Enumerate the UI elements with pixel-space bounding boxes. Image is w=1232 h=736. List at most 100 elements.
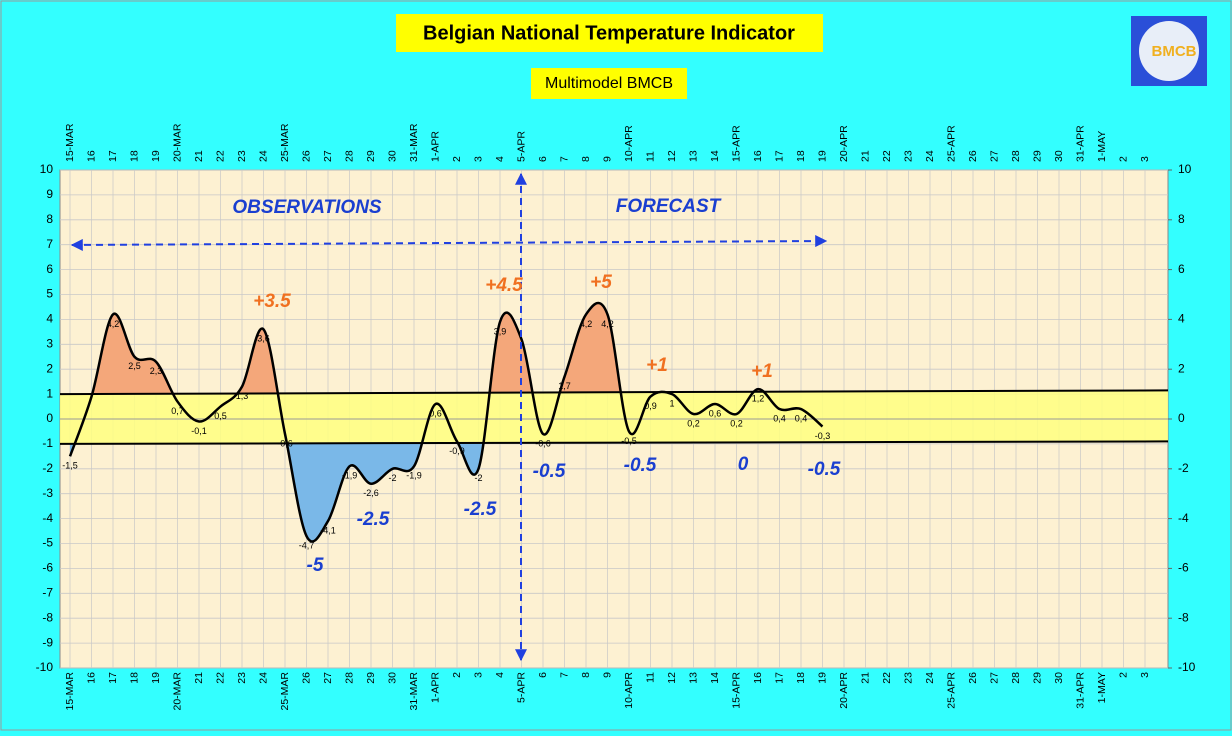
x-tick-label-top: 27 (988, 150, 1000, 162)
y-tick-label: 10 (40, 162, 54, 176)
x-tick-label-bottom: 17 (773, 672, 785, 684)
y-tick-label: -6 (42, 561, 53, 575)
above-area (70, 303, 823, 395)
y2-tick-label: 10 (1178, 162, 1192, 176)
data-label: 0,2 (687, 418, 700, 428)
x-tick-label-bottom: 11 (644, 672, 656, 683)
y-tick-label: -9 (42, 635, 53, 649)
x-tick-label-bottom: 19 (816, 672, 828, 684)
y-tick-label: 3 (46, 336, 53, 350)
x-tick-label-top: 31-APR (1074, 125, 1086, 162)
x-tick-label-bottom: 25-MAR (279, 672, 291, 711)
annotation: -5 (307, 555, 324, 576)
x-tick-label-top: 26 (967, 150, 979, 162)
x-tick-label-bottom: 13 (687, 672, 699, 684)
data-label: 0,2 (730, 418, 743, 428)
chart-title: Belgian National Temperature Indicator (423, 22, 795, 44)
y-tick-label: 6 (46, 262, 53, 276)
x-tick-label-top: 25-MAR (279, 123, 291, 162)
x-tick-label-top: 7 (558, 156, 570, 162)
x-tick-label-bottom: 19 (150, 672, 162, 684)
x-tick-label-bottom: 16 (752, 672, 764, 684)
annotation: +1 (751, 361, 773, 382)
period-arrow (70, 235, 828, 251)
y2-tick-label: -6 (1178, 561, 1189, 575)
data-label: 2,3 (150, 366, 163, 376)
x-tick-label-bottom: 20-APR (838, 672, 850, 709)
y-tick-label: -5 (42, 536, 53, 550)
data-label: 0,6 (709, 408, 722, 418)
y2-tick-label: -8 (1178, 610, 1189, 624)
x-tick-label-top: 17 (107, 150, 119, 162)
data-label: 1,3 (236, 391, 249, 401)
y-tick-label: 9 (46, 187, 53, 201)
x-tick-label-top: 17 (773, 150, 785, 162)
x-tick-label-top: 15-APR (730, 125, 742, 162)
data-label: -2,6 (363, 488, 379, 498)
x-tick-label-bottom: 18 (795, 672, 807, 684)
x-tick-label-top: 8 (580, 156, 592, 162)
x-tick-label-bottom: 29 (365, 672, 377, 684)
x-tick-label-bottom: 22 (214, 672, 226, 684)
data-label: 4,2 (601, 319, 614, 329)
x-tick-label-bottom: 27 (988, 672, 1000, 684)
x-tick-label-top: 30 (386, 150, 398, 162)
annotation: +5 (590, 272, 612, 293)
data-label: 0,6 (429, 408, 442, 418)
x-tick-label-top: 31-MAR (408, 123, 420, 162)
y-tick-label: -10 (36, 660, 54, 674)
data-label: 0,9 (644, 401, 657, 411)
x-tick-label-top: 25-APR (945, 125, 957, 162)
data-label: 1 (669, 398, 674, 408)
x-tick-label-top: 29 (365, 150, 377, 162)
x-tick-label-top: 1-MAY (1096, 131, 1108, 162)
x-tick-label-top: 22 (214, 150, 226, 162)
x-tick-label-top: 19 (150, 150, 162, 162)
x-tick-label-top: 14 (709, 150, 721, 162)
annotation: -2.5 (357, 509, 390, 530)
y2-tick-label: 0 (1178, 411, 1185, 425)
data-label: 0,5 (214, 411, 227, 421)
data-label: 4,2 (107, 319, 120, 329)
x-tick-label-top: 18 (795, 150, 807, 162)
x-tick-label-bottom: 26 (967, 672, 979, 684)
annotation: -2.5 (464, 499, 497, 520)
annotation: +4.5 (485, 275, 523, 296)
x-tick-label-top: 20-MAR (171, 123, 183, 162)
x-tick-label-top: 21 (193, 150, 205, 162)
x-tick-label-bottom: 12 (666, 672, 678, 684)
y-tick-label: 2 (46, 361, 53, 375)
data-label: -0,6 (535, 438, 551, 448)
x-tick-label-top: 9 (601, 156, 613, 162)
y2-tick-label: -4 (1178, 511, 1189, 525)
x-tick-label-bottom: 2 (451, 672, 463, 678)
x-tick-label-bottom: 23 (902, 672, 914, 684)
x-tick-label-bottom: 7 (558, 672, 570, 678)
x-tick-label-top: 1-APR (429, 131, 441, 162)
x-tick-label-bottom: 14 (709, 672, 721, 684)
annotation: -0.5 (624, 455, 657, 476)
x-tick-label-bottom: 25-APR (945, 672, 957, 709)
x-tick-label-bottom: 24 (257, 672, 269, 684)
x-tick-label-bottom: 27 (322, 672, 334, 684)
x-tick-label-bottom: 24 (924, 672, 936, 684)
x-tick-label-bottom: 8 (580, 672, 592, 678)
annotation: +1 (646, 355, 668, 376)
data-label: 3,9 (494, 326, 507, 336)
data-label: 0,4 (795, 413, 808, 423)
x-tick-label-top: 28 (1010, 150, 1022, 162)
data-label: 0,7 (171, 406, 184, 416)
y2-tick-label: -2 (1178, 461, 1189, 475)
x-tick-label-bottom: 6 (537, 672, 549, 678)
temperature-line (68, 301, 824, 543)
annotation: FORECAST (616, 196, 722, 217)
x-tick-label-bottom: 28 (1010, 672, 1022, 684)
data-label: -0,3 (815, 431, 831, 441)
y2-tick-label: 8 (1178, 212, 1185, 226)
x-tick-label-bottom: 30 (1053, 672, 1065, 684)
x-tick-label-top: 4 (494, 156, 506, 162)
x-tick-label-top: 28 (343, 150, 355, 162)
x-tick-label-bottom: 15-MAR (64, 672, 76, 711)
x-tick-label-top: 13 (687, 150, 699, 162)
x-tick-label-top: 16 (85, 150, 97, 162)
